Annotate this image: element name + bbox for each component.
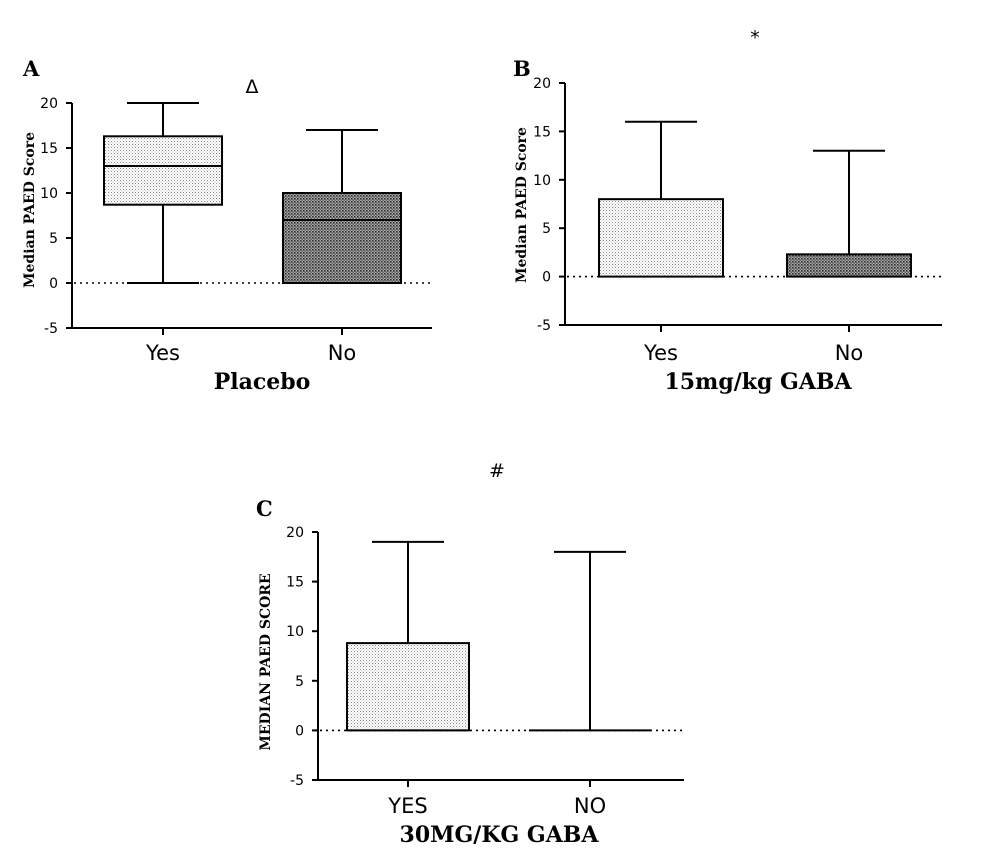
y-tick-label: 20: [286, 525, 304, 541]
y-tick-label: 15: [40, 141, 58, 157]
x-axis-title: Placebo: [214, 369, 311, 395]
category-label: No: [328, 341, 357, 365]
y-tick-label: -5: [44, 321, 58, 337]
y-axis-label: Median PAED Score: [22, 132, 38, 288]
y-tick-label: 15: [286, 575, 304, 591]
panel-letter: C: [256, 496, 273, 521]
box: [346, 642, 470, 732]
chart-panel-b: B * Median PAED Score 15mg/kg GABA -5 0 5 10 15 2…: [513, 27, 942, 395]
box: [282, 192, 402, 284]
y-axis-label: Median PAED Score: [514, 127, 530, 283]
panel-letter: B: [513, 56, 531, 81]
y-tick-label: -5: [290, 773, 304, 789]
category-label: YES: [387, 794, 427, 818]
category-label: NO: [574, 794, 606, 818]
y-axis-label: MEDIAN PAED SCORE: [258, 573, 274, 750]
box: [103, 135, 223, 206]
significance-marker: *: [750, 27, 760, 49]
y-tick-label: 20: [40, 96, 58, 112]
significance-marker: #: [489, 460, 505, 482]
y-tick-label: 5: [295, 674, 304, 690]
y-tick-label: 0: [542, 270, 551, 286]
chart-panel-c: C # MEDIAN PAED SCORE 30MG/KG GABA -5 0 5 10 15 2…: [256, 460, 684, 848]
y-tick-label: 15: [533, 124, 551, 140]
significance-marker: Δ: [246, 76, 259, 98]
x-axis-title: 15mg/kg GABA: [664, 369, 852, 395]
y-tick-label: 0: [49, 276, 58, 292]
box: [598, 198, 724, 278]
y-tick-label: -5: [537, 318, 551, 334]
category-label: Yes: [145, 341, 180, 365]
chart-panel-a: A Δ Median PAED Score Placebo -5 0 5 10 15 20 Yes N…: [22, 56, 432, 395]
category-label: No: [835, 341, 864, 365]
box: [786, 253, 912, 278]
x-axis-title: 30MG/KG GABA: [400, 822, 600, 848]
category-label: Yes: [643, 341, 678, 365]
y-tick-label: 20: [533, 76, 551, 92]
panel-letter: A: [22, 56, 40, 81]
y-tick-label: 10: [40, 186, 58, 202]
y-tick-label: 10: [286, 624, 304, 640]
y-tick-label: 5: [49, 231, 58, 247]
y-tick-label: 0: [295, 723, 304, 739]
y-tick-label: 10: [533, 173, 551, 189]
y-tick-label: 5: [542, 221, 551, 237]
